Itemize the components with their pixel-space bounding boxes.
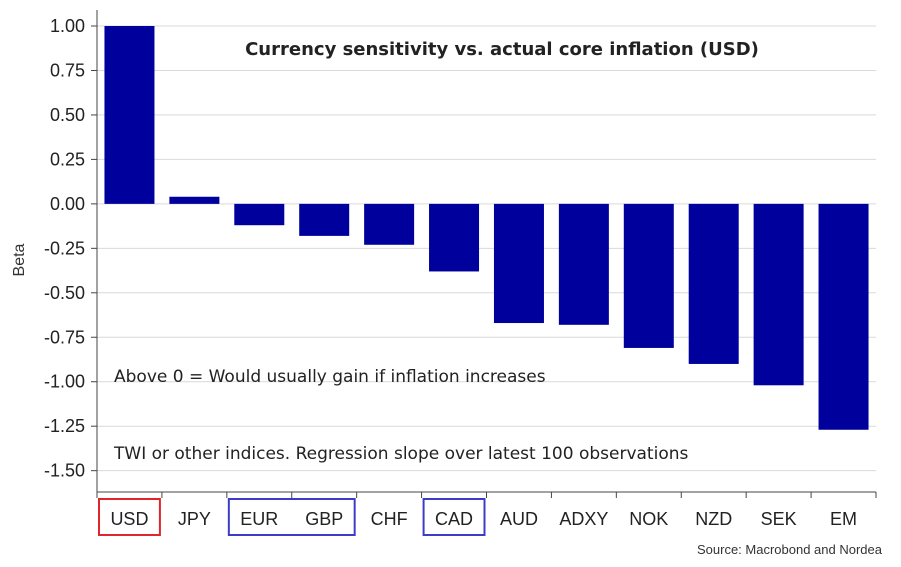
x-tick-label: EM [830, 509, 857, 529]
y-axis-label: Beta [11, 243, 28, 276]
y-tick-label: -1.00 [44, 372, 85, 392]
x-tick-label: USD [110, 509, 148, 529]
x-tick-label: ADXY [559, 509, 608, 529]
bar-gbp [299, 203, 350, 236]
highlight-box [227, 498, 356, 536]
x-axis: USD JPY EUR GBP CHF CAD AUD ADXY NOK NZD SEK EM [96, 491, 877, 529]
y-tick-label: -0.50 [44, 283, 85, 303]
y-tick-label: -1.50 [44, 461, 85, 481]
bar-chf [364, 203, 415, 245]
y-axis: 1.00 0.75 0.50 0.25 0.00 -0.25 -0.50 -0.75 -1.00… [44, 10, 98, 492]
x-tick-label: EUR [240, 509, 278, 529]
bar-jpy [169, 196, 220, 204]
y-tick-label: -1.25 [44, 416, 85, 436]
bar-aud [493, 203, 544, 324]
bar-em [818, 203, 869, 430]
y-tick-label: -0.25 [44, 238, 85, 258]
x-tick-label: SEK [761, 509, 797, 529]
bar-sek [753, 203, 804, 386]
highlight-boxes [98, 498, 486, 536]
annotation-above-zero: Above 0 = Would usually gain if inflatio… [114, 367, 546, 387]
highlight-box [98, 498, 161, 536]
x-tick-label: AUD [500, 509, 538, 529]
bar-eur [234, 203, 285, 226]
bar-cad [429, 203, 480, 272]
x-tick-label: GBP [305, 509, 343, 529]
y-tick-label: 0.25 [50, 149, 85, 169]
highlight-box [422, 498, 486, 536]
source-note: Source: Macrobond and Nordea [697, 542, 883, 557]
y-tick-label: -0.75 [44, 327, 85, 347]
annotation-regression: TWI or other indices. Regression slope o… [113, 444, 688, 464]
x-tick-label: CAD [435, 509, 473, 529]
x-tick-label: CHF [371, 509, 408, 529]
y-tick-label: 1.00 [50, 16, 85, 36]
y-tick-label: 0.50 [50, 105, 85, 125]
y-tick-label: 0.00 [50, 194, 85, 214]
x-tick-label: JPY [178, 509, 211, 529]
y-tick-label: 0.75 [50, 60, 85, 80]
bar-nok [623, 203, 674, 348]
bar-usd [104, 26, 155, 204]
x-tick-label: NOK [629, 509, 668, 529]
gridlines [97, 25, 876, 472]
bar-adxy [558, 203, 609, 325]
chart-title: Currency sensitivity vs. actual core inf… [245, 39, 759, 60]
bar-nzd [688, 203, 739, 364]
bars [104, 26, 869, 430]
x-tick-label: NZD [695, 509, 732, 529]
